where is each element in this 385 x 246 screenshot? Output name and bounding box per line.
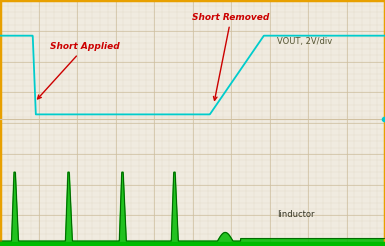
Text: Short Removed: Short Removed — [192, 13, 270, 100]
Text: VOUT, 2V/div: VOUT, 2V/div — [277, 37, 333, 46]
Text: Iinductor: Iinductor — [277, 210, 315, 218]
Text: Short Applied: Short Applied — [38, 42, 120, 99]
